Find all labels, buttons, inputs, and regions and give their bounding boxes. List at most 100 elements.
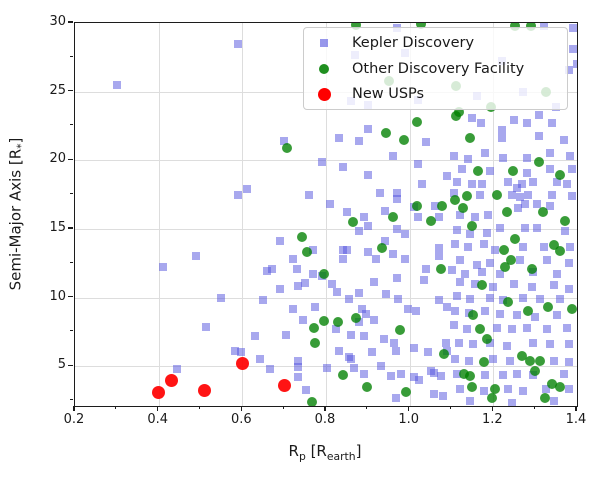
data-point-kepler: [359, 212, 368, 221]
data-point-kepler: [338, 255, 347, 264]
data-point-kepler: [376, 362, 385, 371]
data-point-kepler: [497, 126, 506, 135]
y-axis-label-sub-star: *: [14, 143, 28, 149]
gridline-vertical: [242, 23, 244, 406]
data-point-kepler: [242, 185, 251, 194]
data-point-other: [505, 255, 516, 266]
data-point-kepler: [363, 222, 372, 231]
data-point-kepler: [481, 306, 490, 315]
data-point-kepler: [455, 210, 464, 219]
data-point-kepler: [510, 116, 519, 125]
x-tick-label: 0.2: [63, 412, 85, 427]
data-point-kepler: [345, 294, 353, 303]
x-axis-label-base: R: [288, 442, 299, 460]
data-point-kepler: [434, 212, 443, 221]
data-point-kepler: [489, 355, 498, 364]
data-point-kepler: [547, 190, 556, 199]
data-point-kepler: [414, 160, 423, 169]
data-point-kepler: [573, 60, 577, 69]
data-point-kepler: [504, 178, 513, 187]
data-point-other: [473, 166, 484, 177]
data-point-kepler: [532, 200, 541, 209]
data-point-kepler: [485, 166, 494, 175]
data-point-kepler: [298, 315, 307, 324]
data-point-kepler: [346, 355, 355, 364]
data-point-kepler: [451, 355, 460, 364]
data-point-kepler: [420, 276, 429, 285]
data-point-kepler: [535, 110, 544, 119]
gridline-horizontal: [75, 228, 577, 230]
data-point-kepler: [434, 244, 443, 253]
data-point-other: [526, 263, 537, 274]
legend-entry-kepler: Kepler Discovery: [304, 30, 567, 56]
data-point-other: [437, 200, 448, 211]
data-point-kepler: [503, 384, 512, 393]
data-point-other: [387, 211, 398, 222]
data-point-kepler: [230, 347, 239, 356]
data-point-kepler: [265, 364, 274, 373]
data-point-kepler: [217, 293, 226, 302]
data-point-kepler: [263, 267, 272, 276]
data-point-kepler: [564, 358, 573, 367]
data-point-kepler: [479, 240, 488, 248]
y-tick-label: 20: [49, 151, 66, 167]
data-point-kepler: [542, 256, 551, 265]
data-point-kepler: [342, 208, 351, 217]
data-point-kepler: [292, 264, 301, 273]
data-point-other: [438, 348, 449, 359]
data-point-kepler: [280, 137, 289, 146]
data-point-kepler: [363, 248, 372, 257]
y-tick-mark: [68, 227, 73, 229]
data-point-other: [548, 240, 559, 251]
data-point-usp: [198, 384, 212, 398]
data-point-kepler: [112, 80, 121, 89]
data-point-kepler: [355, 137, 364, 146]
data-point-kepler: [466, 294, 475, 303]
data-point-other: [377, 243, 388, 254]
data-point-kepler: [566, 243, 575, 252]
data-point-kepler: [363, 124, 372, 133]
data-point-other: [478, 357, 489, 368]
data-point-other: [540, 392, 551, 403]
data-point-kepler: [355, 226, 364, 235]
data-point-kepler: [309, 270, 318, 279]
data-point-kepler: [536, 294, 545, 303]
data-point-kepler: [380, 207, 389, 216]
x-minor-tick-mark: [533, 406, 535, 409]
data-point-kepler: [391, 347, 400, 356]
data-point-kepler: [331, 325, 340, 334]
data-point-kepler: [529, 338, 538, 347]
data-point-kepler: [475, 190, 484, 199]
data-point-kepler: [293, 362, 302, 371]
x-axis-label-mid: [R: [305, 442, 327, 460]
y-minor-tick-mark: [70, 399, 73, 400]
y-tick-mark: [68, 21, 73, 23]
data-point-kepler: [234, 190, 243, 199]
data-point-other: [555, 170, 566, 181]
data-point-kepler: [470, 212, 479, 221]
x-tick-label: 0.6: [230, 412, 252, 427]
legend-label-kepler: Kepler Discovery: [352, 34, 475, 51]
x-tick-mark: [408, 406, 410, 411]
y-tick-label: 25: [49, 82, 66, 98]
data-point-kepler: [539, 23, 548, 30]
data-point-kepler: [477, 268, 486, 277]
x-tick-mark: [324, 406, 326, 411]
y-tick-label: 5: [57, 357, 66, 373]
data-point-kepler: [564, 285, 573, 294]
data-point-other: [510, 233, 521, 244]
data-point-kepler: [512, 183, 521, 192]
data-point-kepler: [481, 371, 490, 380]
data-point-kepler: [469, 340, 478, 349]
gridline-vertical: [326, 23, 327, 406]
data-point-other: [487, 392, 498, 403]
data-point-kepler: [393, 294, 402, 303]
data-point-kepler: [567, 191, 576, 200]
data-point-kepler: [363, 171, 372, 180]
data-point-other: [411, 200, 422, 211]
data-point-kepler: [457, 165, 466, 174]
data-point-other: [435, 263, 446, 274]
data-point-usp: [235, 356, 249, 370]
data-point-kepler: [346, 330, 355, 339]
data-point-kepler: [305, 191, 314, 200]
